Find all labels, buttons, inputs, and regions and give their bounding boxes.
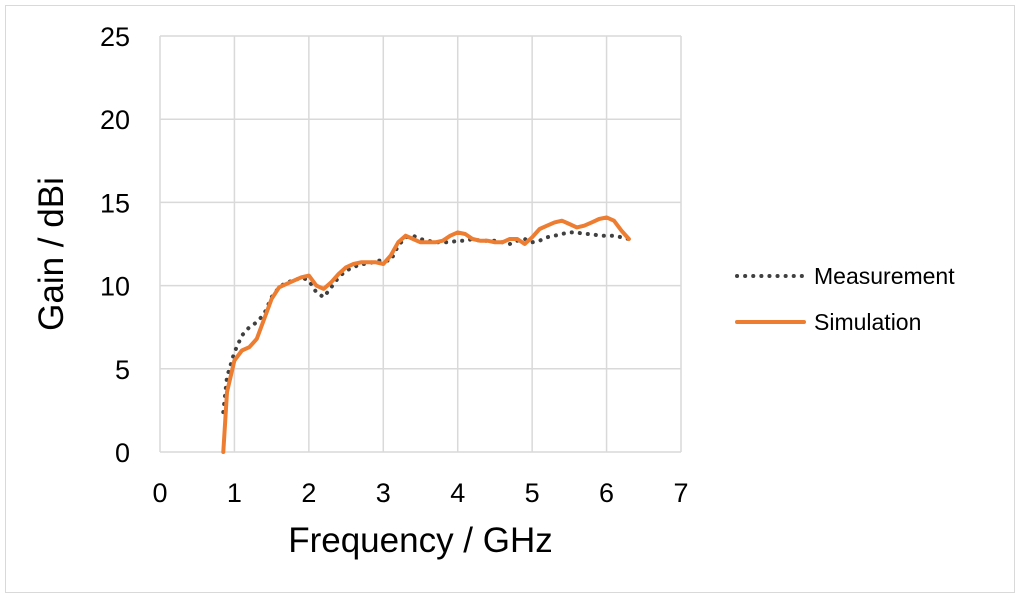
y-tick-label: 15 (100, 188, 130, 218)
x-tick-label: 2 (301, 478, 316, 508)
y-tick-label: 10 (100, 272, 130, 302)
x-axis-title: Frequency / GHz (288, 521, 553, 560)
x-tick-label: 0 (152, 478, 167, 508)
series-line-measurement (221, 230, 631, 415)
y-tick-label: 0 (115, 438, 130, 468)
legend-label-measurement: Measurement (814, 263, 955, 289)
x-tick-label: 7 (673, 478, 688, 508)
y-axis-title: Gain / dBi (32, 177, 71, 331)
grid (159, 35, 682, 453)
chart-frame (5, 5, 1015, 593)
series-layer (221, 215, 631, 454)
x-tick-label: 1 (227, 478, 242, 508)
x-tick-labels: 0 1 2 3 4 5 6 7 (152, 478, 688, 508)
x-tick-label: 6 (599, 478, 614, 508)
x-tick-label: 4 (450, 478, 465, 508)
y-tick-label: 25 (100, 22, 130, 52)
series-line-simulation (221, 215, 631, 454)
legend-label-simulation: Simulation (814, 309, 921, 335)
y-tick-label: 20 (100, 105, 130, 135)
x-tick-label: 5 (525, 478, 540, 508)
y-tick-labels: 0 5 10 15 20 25 (100, 22, 130, 468)
x-tick-label: 3 (376, 478, 391, 508)
legend: Measurement Simulation (735, 263, 955, 335)
y-tick-label: 5 (115, 355, 130, 385)
